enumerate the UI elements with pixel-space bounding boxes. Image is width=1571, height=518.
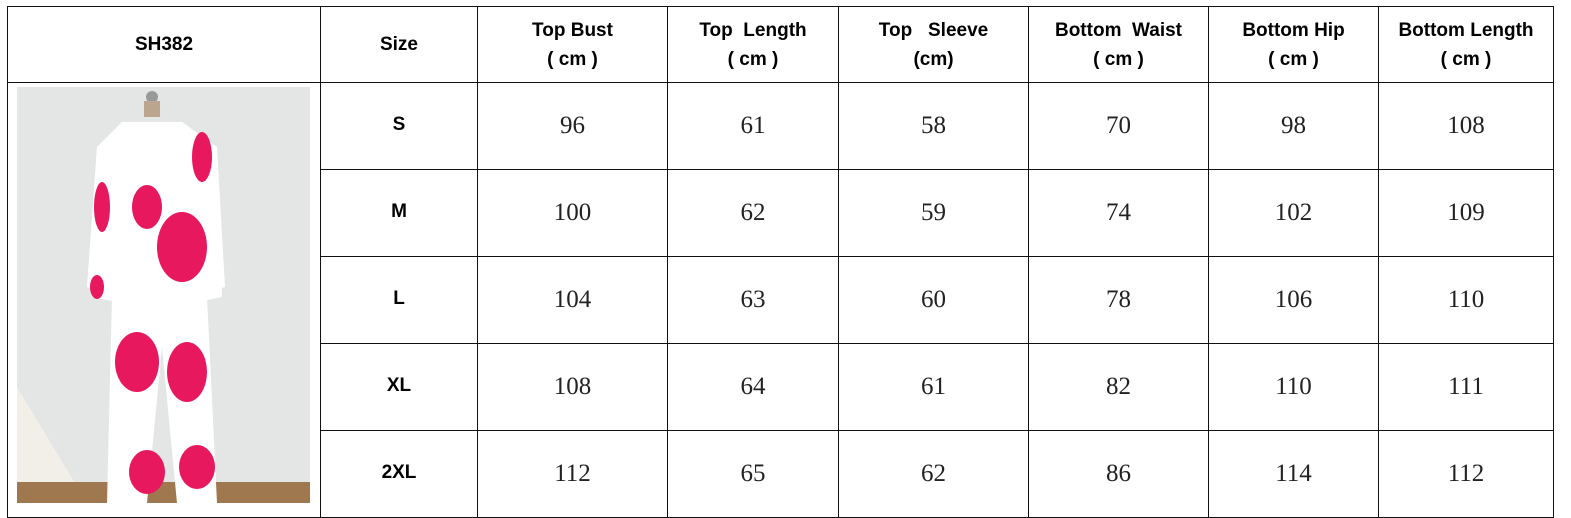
measurement-cell: 61 bbox=[838, 343, 1029, 431]
measurement-cell: 82 bbox=[1028, 343, 1209, 431]
column-header-line: Bottom Hip bbox=[1242, 19, 1345, 41]
size-label: M bbox=[320, 169, 478, 257]
measurement-cell: 70 bbox=[1028, 82, 1209, 170]
product-photo bbox=[17, 87, 310, 503]
measurement-cell: 106 bbox=[1208, 256, 1379, 344]
column-header-line: Top Sleeve bbox=[878, 19, 989, 41]
column-header: Size bbox=[320, 6, 478, 83]
measurement-cell: 74 bbox=[1028, 169, 1209, 257]
measurement-cell: 59 bbox=[838, 169, 1029, 257]
measurement-cell: 112 bbox=[477, 430, 668, 518]
column-header: Top Bust ( cm ) bbox=[477, 6, 668, 83]
measurement-cell: 108 bbox=[1378, 82, 1554, 170]
column-header: Bottom Hip ( cm ) bbox=[1208, 6, 1379, 83]
size-chart-table: SH382 Size Top Bust( cm ) Top Length( cm ) T… bbox=[7, 6, 1554, 518]
measurement-cell: 86 bbox=[1028, 430, 1209, 518]
column-header-line: (cm) bbox=[913, 48, 954, 70]
measurement-cell: 78 bbox=[1028, 256, 1209, 344]
measurement-cell: 110 bbox=[1378, 256, 1554, 344]
column-header-line: ( cm ) bbox=[547, 48, 598, 70]
measurement-cell: 102 bbox=[1208, 169, 1379, 257]
column-header: Top Sleeve (cm) bbox=[838, 6, 1029, 83]
column-header: SH382 bbox=[7, 6, 321, 83]
measurement-cell: 64 bbox=[667, 343, 839, 431]
measurement-cell: 112 bbox=[1378, 430, 1554, 518]
measurement-cell: 58 bbox=[838, 82, 1029, 170]
measurement-cell: 60 bbox=[838, 256, 1029, 344]
column-header-line: Size bbox=[379, 34, 419, 55]
column-header-line: SH382 bbox=[134, 34, 194, 55]
product-photo-cell bbox=[7, 82, 321, 518]
measurement-cell: 62 bbox=[667, 169, 839, 257]
measurement-cell: 62 bbox=[838, 430, 1029, 518]
table-row: 2XL 112 65 62 86 114 112 bbox=[8, 430, 1554, 518]
measurement-cell: 109 bbox=[1378, 169, 1554, 257]
measurement-cell: 98 bbox=[1208, 82, 1379, 170]
column-header-line: Top Bust bbox=[532, 19, 613, 41]
measurement-cell: 100 bbox=[477, 169, 668, 257]
column-header-line: ( cm ) bbox=[1093, 48, 1144, 70]
measurement-cell: 96 bbox=[477, 82, 668, 170]
measurement-cell: 65 bbox=[667, 430, 839, 518]
table-row: M 100 62 59 74 102 109 bbox=[8, 169, 1554, 257]
column-header-line: Top Length bbox=[699, 19, 807, 41]
column-header: Bottom Waist ( cm ) bbox=[1028, 6, 1209, 83]
column-header: Top Length ( cm ) bbox=[667, 6, 839, 83]
measurement-cell: 110 bbox=[1208, 343, 1379, 431]
column-header-line: ( cm ) bbox=[727, 48, 779, 70]
size-label: XL bbox=[320, 343, 478, 431]
column-header: Bottom Length ( cm ) bbox=[1378, 6, 1554, 83]
column-header-line: Bottom Waist bbox=[1054, 19, 1182, 41]
size-label: L bbox=[320, 256, 478, 344]
column-header-line: Bottom Length bbox=[1398, 19, 1534, 41]
measurement-cell: 108 bbox=[477, 343, 668, 431]
measurement-cell: 63 bbox=[667, 256, 839, 344]
table-row: S 96 61 58 70 98 108 bbox=[7, 82, 1554, 518]
measurement-cell: 61 bbox=[667, 82, 839, 170]
header-row: SH382 Size Top Bust( cm ) Top Length( cm ) T… bbox=[7, 6, 1554, 83]
column-header-line: ( cm ) bbox=[1440, 48, 1492, 70]
measurement-cell: 104 bbox=[477, 256, 668, 344]
column-header-line: ( cm ) bbox=[1268, 48, 1319, 70]
size-label: 2XL bbox=[320, 430, 478, 518]
measurement-cell: 111 bbox=[1378, 343, 1554, 431]
size-label: S bbox=[320, 82, 478, 170]
measurement-cell: 114 bbox=[1208, 430, 1379, 518]
